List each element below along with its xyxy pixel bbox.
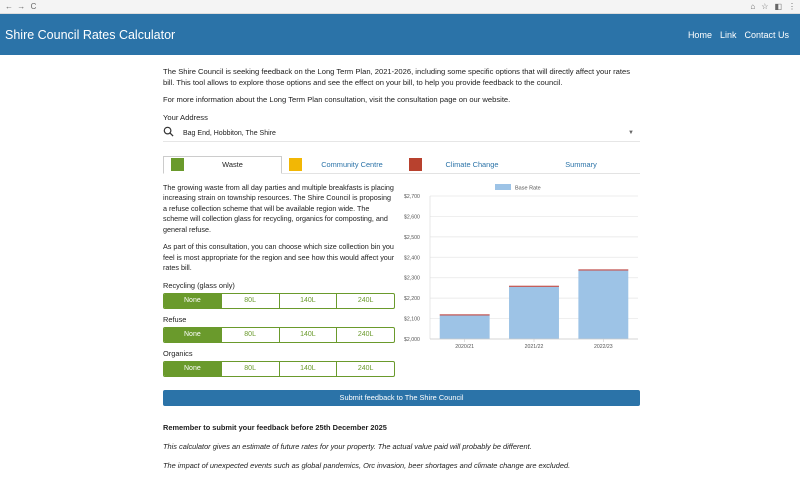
home-icon[interactable]: ⌂ <box>750 2 756 11</box>
y-tick-label: $2,300 <box>404 275 420 281</box>
bin-size-option[interactable]: None <box>164 293 222 308</box>
reminder-text: Remember to submit your feedback before … <box>163 422 387 432</box>
bar-base-rate <box>439 315 490 339</box>
intro: The Shire Council is seeking feedback on… <box>163 67 640 106</box>
forward-icon[interactable]: → <box>17 2 26 11</box>
tab-bar: Waste Community Centre Climate Change Su… <box>163 155 640 174</box>
bin-size-option[interactable]: 80L <box>222 327 280 342</box>
rates-chart: Base Rate $2,000 $2,100 $2,200 $2,300 $2,400 $… <box>404 183 644 353</box>
excluded-note: The impact of unexpected events such as … <box>163 460 571 470</box>
bar-accent <box>578 268 629 271</box>
bin-size-option[interactable]: None <box>164 361 222 376</box>
y-tick-label: $2,100 <box>404 316 420 322</box>
bin-size-selector: None 80L 140L 240L <box>163 292 395 309</box>
address-label: Your Address <box>163 112 208 122</box>
bin-size-option[interactable]: None <box>164 327 222 342</box>
bar-accent <box>439 313 490 316</box>
tab-label: Summary <box>565 159 597 169</box>
top-navbar: Shire Council Rates Calculator Home Link… <box>0 14 800 55</box>
tab-community-centre[interactable]: Community Centre <box>282 156 402 173</box>
search-icon <box>163 126 177 140</box>
rates-chart-svg: Base Rate $2,000 $2,100 $2,200 $2,300 $2,400 $… <box>404 183 638 350</box>
bin-size-option[interactable]: 240L <box>357 365 374 372</box>
nav-home-link[interactable]: Home <box>687 29 712 40</box>
y-tick-label: $2,000 <box>404 337 420 343</box>
waste-description: As part of this consultation, you can ch… <box>163 242 395 272</box>
bar-accent <box>509 285 559 287</box>
community-centre-swatch <box>289 157 302 171</box>
bin-size-option[interactable]: 140L <box>280 361 338 376</box>
tab-label: Waste <box>222 160 243 169</box>
waste-panel: The growing waste from all day parties a… <box>163 183 395 377</box>
sidebar-icon[interactable]: ◧ <box>774 2 782 11</box>
intro-paragraph: For more information about the Long Term… <box>163 95 511 104</box>
notes: Remember to submit your feedback before … <box>163 423 640 472</box>
tab-label: Community Centre <box>321 159 383 169</box>
y-tick-label: $2,200 <box>404 296 420 302</box>
legend-swatch <box>495 183 511 190</box>
main-content: The Shire Council is seeking feedback on… <box>163 55 640 479</box>
y-tick-label: $2,400 <box>404 255 420 261</box>
bin-size-option[interactable]: 80L <box>222 361 280 376</box>
chevron-down-icon[interactable]: ▼ <box>628 130 634 136</box>
bin-size-option[interactable]: 240L <box>357 331 374 338</box>
waste-swatch <box>171 158 184 171</box>
nav-contact-link[interactable]: Contact Us <box>744 29 789 40</box>
estimate-note: This calculator gives an estimate of fut… <box>163 442 532 451</box>
option-group-label: Refuse <box>163 314 187 324</box>
x-tick-label: 2022/23 <box>594 344 613 350</box>
intro-paragraph: The Shire Council is seeking feedback on… <box>163 67 630 87</box>
nav-link[interactable]: Link <box>719 29 737 40</box>
submit-feedback-button[interactable]: Submit feedback to The Shire Council <box>163 389 640 406</box>
star-icon[interactable]: ☆ <box>761 2 769 11</box>
reload-icon[interactable]: C <box>30 2 37 11</box>
browser-toolbar: ← → C ⌂ ☆ ◧ ⋮ <box>0 0 800 14</box>
bin-size-option[interactable]: 240L <box>357 297 374 304</box>
option-group-label: Organics <box>163 348 193 358</box>
tab-waste[interactable]: Waste <box>163 155 282 174</box>
legend-label: Base Rate <box>515 185 541 191</box>
tab-summary[interactable]: Summary <box>522 156 640 173</box>
climate-change-swatch <box>409 157 422 171</box>
app-title[interactable]: Shire Council Rates Calculator <box>5 27 176 42</box>
option-group-label: Recycling (glass only) <box>163 280 235 290</box>
waste-description: The growing waste from all day parties a… <box>163 182 394 234</box>
bin-size-selector: None 80L 140L 240L <box>163 326 395 343</box>
bar-base-rate <box>578 270 629 339</box>
y-tick-label: $2,500 <box>404 234 420 240</box>
y-tick-label: $2,600 <box>404 214 420 220</box>
menu-icon[interactable]: ⋮ <box>788 2 796 11</box>
address-select[interactable]: Bag End, Hobbiton, The Shire ▼ <box>163 126 640 142</box>
tab-label: Climate Change <box>445 159 499 169</box>
bin-size-option[interactable]: 140L <box>280 327 338 342</box>
bin-size-option[interactable]: 140L <box>280 293 338 308</box>
back-icon[interactable]: ← <box>5 2 13 11</box>
bar-base-rate <box>509 286 559 339</box>
x-tick-label: 2020/21 <box>455 344 474 350</box>
bin-size-option[interactable]: 80L <box>222 293 280 308</box>
tab-climate-change[interactable]: Climate Change <box>402 156 522 173</box>
bin-size-selector: None 80L 140L 240L <box>163 360 395 377</box>
x-tick-label: 2021/22 <box>525 344 544 350</box>
y-tick-label: $2,700 <box>404 194 420 200</box>
address-value: Bag End, Hobbiton, The Shire <box>183 129 276 137</box>
